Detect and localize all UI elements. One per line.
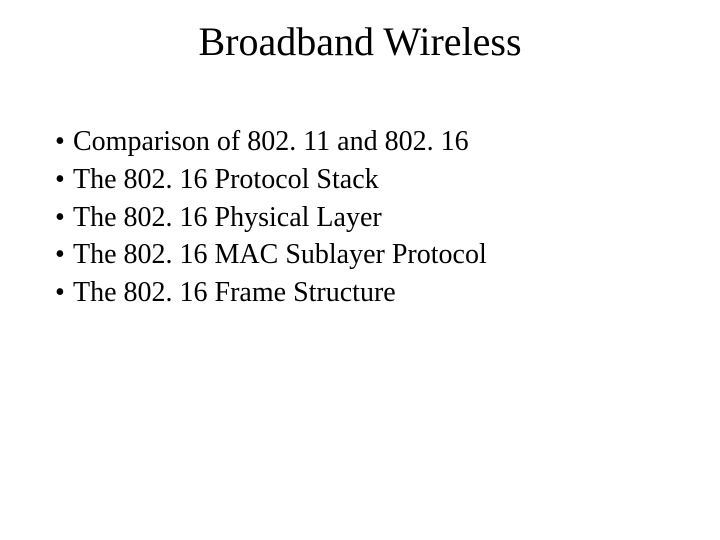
list-item: The 802. 16 Physical Layer [55,199,680,237]
bullet-list: Comparison of 802. 11 and 802. 16 The 80… [55,123,680,312]
list-item: Comparison of 802. 11 and 802. 16 [55,123,680,161]
list-item: The 802. 16 Frame Structure [55,274,680,312]
list-item: The 802. 16 MAC Sublayer Protocol [55,236,680,274]
slide: Broadband Wireless Comparison of 802. 11… [0,0,720,540]
list-item: The 802. 16 Protocol Stack [55,161,680,199]
slide-title: Broadband Wireless [40,18,680,65]
